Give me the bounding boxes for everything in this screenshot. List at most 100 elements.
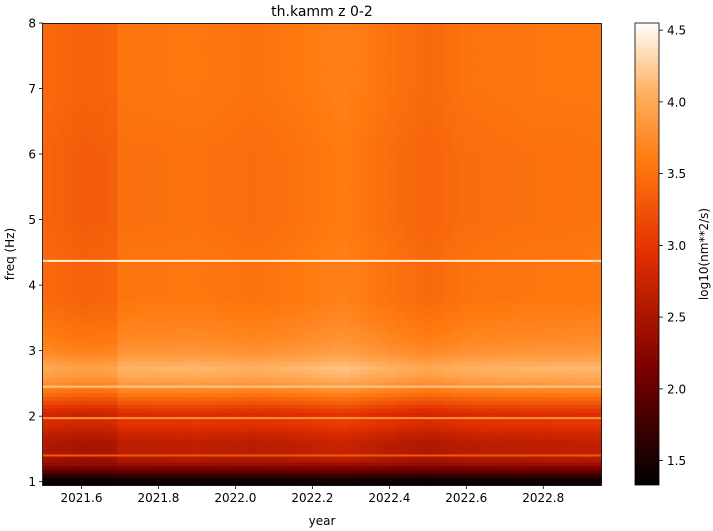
heatmap-cell xyxy=(117,346,128,351)
heatmap-cell xyxy=(331,200,342,205)
heatmap-cell xyxy=(498,365,509,371)
heatmap-cell xyxy=(377,373,388,378)
heatmap-cell xyxy=(452,446,463,451)
heatmap-cell xyxy=(377,200,388,205)
heatmap-cell xyxy=(480,400,490,405)
heatmap-cell xyxy=(117,365,128,371)
heatmap-cell xyxy=(433,442,444,448)
heatmap-cell xyxy=(294,250,304,255)
heatmap-cell xyxy=(136,177,146,182)
heatmap-cell xyxy=(331,165,342,170)
heatmap-cell xyxy=(535,311,546,317)
heatmap-cell xyxy=(442,227,453,232)
heatmap-cell xyxy=(591,469,602,475)
heatmap-cell xyxy=(349,273,360,278)
heatmap-cell xyxy=(43,354,53,359)
heatmap-cell xyxy=(312,169,323,174)
heatmap-cell xyxy=(508,319,518,324)
heatmap-cell xyxy=(424,427,435,432)
heatmap-cell xyxy=(452,481,463,486)
heatmap-cell xyxy=(498,230,509,236)
heatmap-cell xyxy=(461,404,472,409)
heatmap-cell xyxy=(424,311,435,317)
heatmap-cell xyxy=(331,473,342,478)
heatmap-cell xyxy=(508,261,518,267)
heatmap-cell xyxy=(145,408,156,413)
heatmap-cell xyxy=(89,361,100,367)
heatmap-cell xyxy=(163,423,174,428)
heatmap-cell xyxy=(154,357,165,363)
heatmap-cell xyxy=(256,434,267,440)
heatmap-cell xyxy=(284,404,295,409)
heatmap-cell xyxy=(433,438,444,444)
heatmap-cell xyxy=(405,188,416,193)
heatmap-cell xyxy=(470,219,481,224)
heatmap-cell xyxy=(284,334,295,340)
heatmap-cell xyxy=(229,404,239,409)
heatmap-cell xyxy=(275,180,286,186)
heatmap-cell xyxy=(359,277,370,282)
heatmap-cell xyxy=(52,473,63,478)
heatmap-cell xyxy=(452,396,463,401)
heatmap-cell xyxy=(201,419,211,424)
heatmap-cell xyxy=(591,169,602,174)
heatmap-cell xyxy=(219,280,230,286)
heatmap-cell xyxy=(219,331,230,336)
heatmap-cell xyxy=(70,292,81,297)
heatmap-cell xyxy=(470,246,481,251)
heatmap-cell xyxy=(554,207,565,213)
heatmap-cell xyxy=(582,284,593,290)
heatmap-cell xyxy=(126,311,137,317)
heatmap-cell xyxy=(415,331,425,336)
heatmap-cell xyxy=(573,242,583,247)
heatmap-cell xyxy=(80,223,91,228)
heatmap-cell xyxy=(554,442,565,448)
heatmap-cell xyxy=(163,434,174,440)
heatmap-cell xyxy=(136,246,146,251)
heatmap-cell xyxy=(368,292,379,297)
heatmap-cell xyxy=(191,196,202,201)
heatmap-cell xyxy=(498,219,509,224)
heatmap-cell xyxy=(154,234,165,240)
heatmap-cell xyxy=(98,304,109,309)
heatmap-cell xyxy=(545,373,556,378)
heatmap-cell xyxy=(80,269,91,274)
heatmap-cell xyxy=(415,203,425,209)
heatmap-cell xyxy=(191,307,202,313)
heatmap-cell xyxy=(545,461,556,467)
heatmap-cell xyxy=(182,404,193,409)
heatmap-cell xyxy=(433,207,444,213)
heatmap-cell xyxy=(377,292,388,297)
heatmap-cell xyxy=(191,300,202,305)
heatmap-cell xyxy=(470,188,481,193)
heatmap-cell xyxy=(396,438,407,444)
heatmap-cell xyxy=(526,223,537,228)
heatmap-cell xyxy=(163,331,174,336)
heatmap-cell xyxy=(331,434,342,440)
heatmap-cell xyxy=(377,446,388,451)
heatmap-cell xyxy=(247,381,258,386)
heatmap-cell xyxy=(554,411,565,417)
heatmap-cell xyxy=(461,215,472,220)
heatmap-cell xyxy=(442,215,453,220)
heatmap-cell xyxy=(545,296,556,301)
heatmap-cell xyxy=(480,346,490,351)
heatmap-cell xyxy=(210,473,221,478)
heatmap-cell xyxy=(480,469,490,475)
heatmap-cell xyxy=(303,180,314,186)
heatmap-cell xyxy=(573,419,583,424)
heatmap-cell xyxy=(182,423,193,428)
heatmap-cell xyxy=(563,284,574,290)
heatmap-cell xyxy=(294,396,304,401)
heatmap-cell xyxy=(201,261,211,267)
heatmap-cell xyxy=(452,238,463,244)
heatmap-cell xyxy=(591,230,602,236)
heatmap-cell xyxy=(489,331,500,336)
heatmap-cell xyxy=(210,203,221,209)
heatmap-cell xyxy=(191,284,202,290)
heatmap-cell xyxy=(331,250,342,255)
heatmap-cell xyxy=(80,434,91,440)
heatmap-cell xyxy=(191,200,202,205)
heatmap-cell xyxy=(405,200,416,205)
heatmap-cell xyxy=(136,434,146,440)
